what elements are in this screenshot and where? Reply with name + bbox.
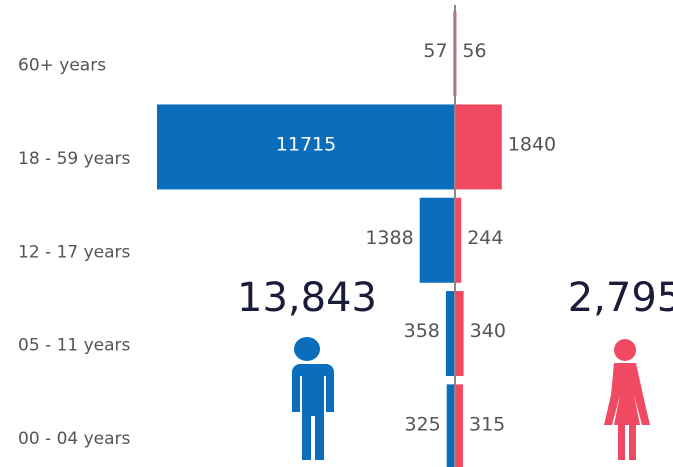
bar [157, 104, 455, 190]
bar [419, 197, 455, 283]
bar [445, 291, 455, 377]
category-label: 18 - 59 years [18, 149, 131, 169]
female-icon [604, 339, 650, 460]
bar [455, 197, 462, 283]
value-label: 11715 [276, 133, 336, 155]
value-label: 358 [404, 320, 440, 342]
bar [446, 384, 455, 467]
male-icon [288, 337, 334, 460]
value-label: 56 [462, 40, 486, 62]
value-label: 1388 [365, 227, 413, 249]
value-label: 315 [469, 413, 505, 435]
category-label: 00 - 04 years [18, 429, 131, 449]
bar [455, 291, 464, 377]
category-label: 60+ years [18, 56, 106, 76]
value-label: 1840 [508, 133, 556, 155]
category-label: 12 - 17 years [18, 242, 131, 262]
bar [455, 384, 464, 467]
bar [455, 104, 502, 190]
value-label: 57 [423, 40, 447, 62]
value-label: 325 [404, 413, 440, 435]
total-label: 13,843 [237, 275, 377, 321]
total-label: 2,795 [568, 275, 673, 321]
value-label: 244 [467, 227, 503, 249]
category-label: 05 - 11 years [18, 336, 131, 356]
value-label: 340 [470, 320, 506, 342]
